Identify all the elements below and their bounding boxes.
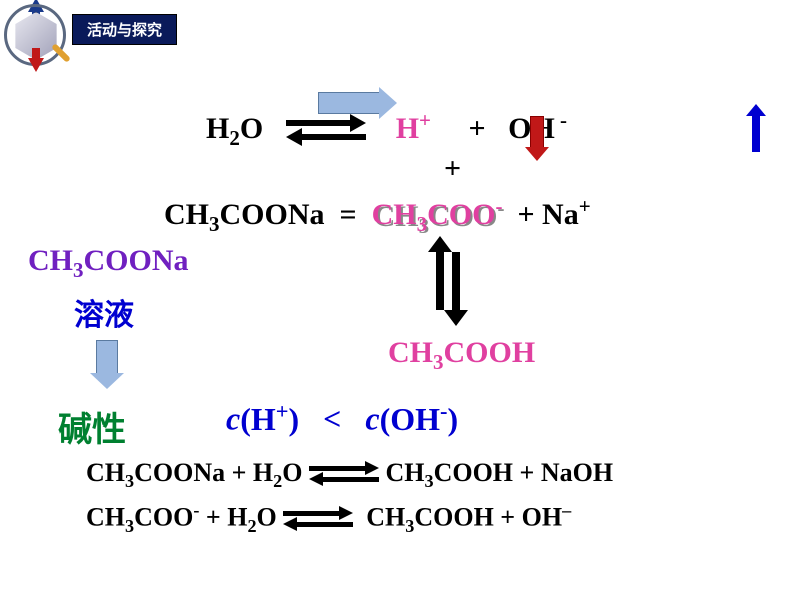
down-arrow-icon [96, 340, 118, 374]
dissociation-line: CH3COONa = CH3COO- + Na+ [164, 194, 591, 237]
vertical-equilibrium-icon [430, 236, 470, 326]
solution-label: 溶液 [74, 290, 134, 334]
equilibrium-icon [309, 463, 379, 487]
red-down-arrow-icon [530, 116, 544, 148]
sodium-acetate-label: CH3COONa [28, 244, 189, 283]
ionic-equation: CH3COO- + H2O CH3COOH + OH– [86, 500, 571, 537]
blue-up-arrow-icon [752, 116, 760, 152]
down-arrow-icon [28, 58, 44, 72]
molecular-equation: CH3COONa + H2O CH3COOH + NaOH [86, 458, 613, 492]
alkaline-label: 碱性 [58, 402, 126, 451]
water-dissociation: H2O H+ + OH - [206, 108, 567, 151]
acetic-acid-label: CH3COOH [388, 336, 535, 375]
badge-label: 活动与探究 [72, 14, 177, 45]
plus-sign: + [444, 152, 461, 186]
activity-badge [4, 4, 66, 66]
equilibrium-icon [286, 116, 366, 146]
equilibrium-icon [283, 508, 353, 532]
concentration-inequality: c(H+) < c(OH-) [226, 398, 458, 438]
